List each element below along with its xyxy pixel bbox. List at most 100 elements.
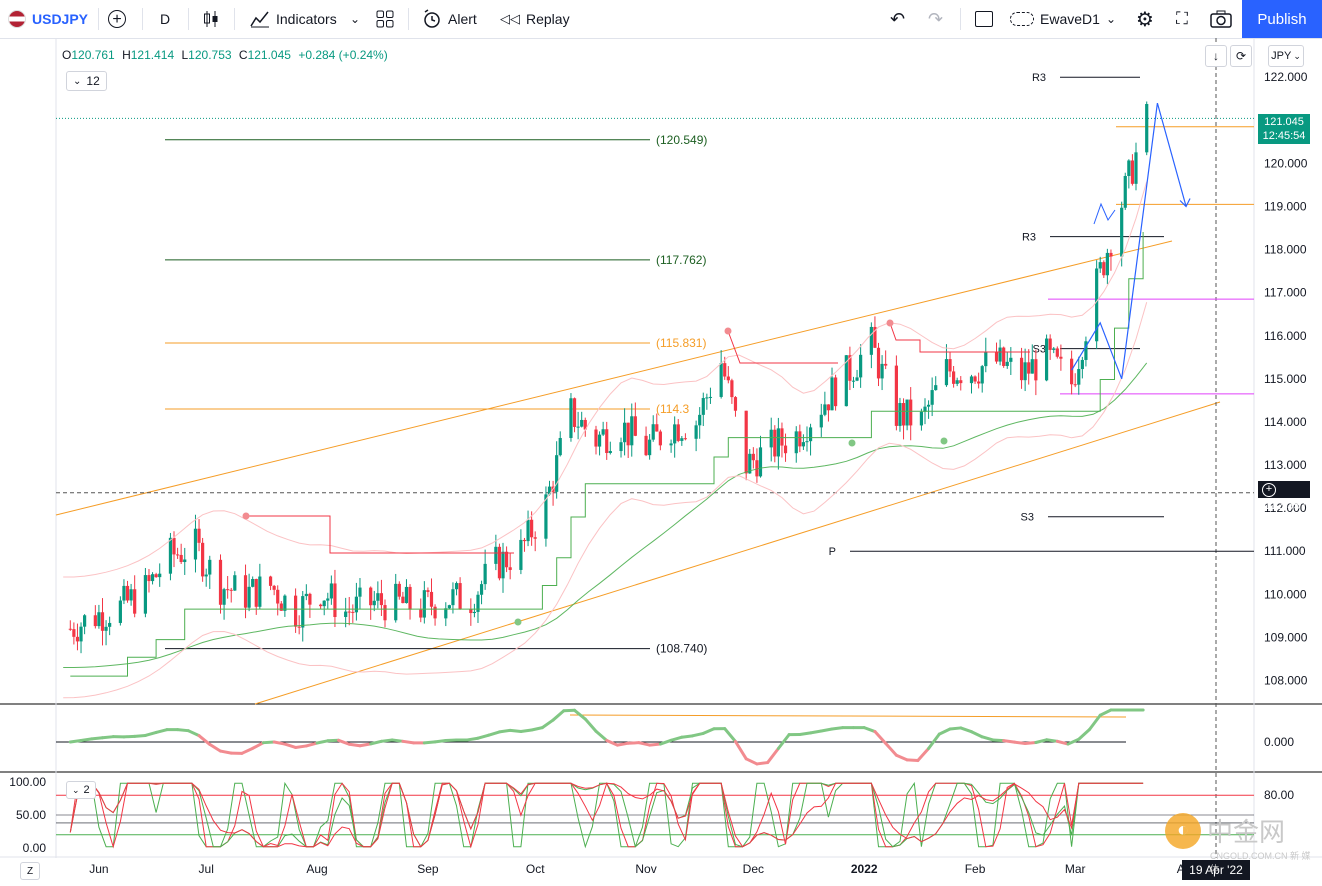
time-tick-label: Oct (526, 862, 545, 876)
candle (651, 415, 655, 442)
chart-type-button[interactable] (202, 0, 220, 38)
candle-body (444, 608, 448, 619)
pivot-label: R3 (1032, 72, 1046, 84)
candle (175, 547, 180, 559)
candle (859, 344, 863, 388)
undo-button[interactable]: ↶ (890, 0, 905, 38)
candle (1002, 346, 1006, 368)
candle-body (422, 590, 426, 618)
candle (783, 433, 788, 462)
indicators-label: Indicators (276, 11, 337, 27)
candle-body (522, 539, 527, 542)
candle-body (905, 399, 909, 426)
osc1-segment (916, 747, 931, 763)
candle-body (394, 583, 398, 621)
osc1-segment (980, 735, 995, 742)
osc1-segment (347, 742, 362, 748)
layout-name-button[interactable]: EwaveD1 (1010, 0, 1100, 38)
candle-body (744, 410, 748, 474)
candle-body (623, 422, 627, 443)
candle (308, 592, 312, 618)
fullscreen-square-button[interactable] (975, 0, 993, 38)
candle (508, 553, 512, 580)
candle (926, 400, 931, 419)
price-tick-label: 122.000 (1264, 70, 1308, 84)
sync-button[interactable]: ⟳ (1230, 45, 1252, 67)
candle-body (104, 626, 108, 631)
candle (952, 365, 956, 388)
layout-grid-button[interactable] (376, 0, 394, 38)
candle (344, 597, 348, 628)
interval-button[interactable]: D (160, 0, 170, 38)
candle-body (1009, 357, 1013, 362)
change-value: +0.284 (+0.24%) (298, 48, 388, 62)
candle (68, 620, 72, 631)
osc1-segment (176, 728, 190, 733)
candle-body (243, 575, 248, 608)
candle (733, 396, 738, 417)
osc1-segment (497, 728, 512, 734)
candle-body (369, 587, 373, 606)
symbol-search[interactable]: USDJPY (8, 0, 88, 38)
candle-body (129, 589, 133, 601)
osc1-segment (1045, 738, 1059, 743)
candle-body (851, 380, 856, 382)
candle (379, 579, 384, 616)
osc1-segment (1098, 708, 1113, 717)
candle (354, 582, 358, 621)
osc1-segment (337, 738, 351, 746)
candle-body (322, 600, 326, 607)
candle-body (848, 355, 852, 381)
main-price-pane: (120.549) (117.762) (115.831) (114.3 (108.74… (55, 38, 1254, 858)
candle (1134, 142, 1138, 191)
candle (201, 537, 205, 582)
candle-body (354, 596, 358, 613)
timezone-button[interactable]: Z (20, 862, 40, 880)
fullscreen-button[interactable]: ⛶ (1176, 0, 1188, 38)
publish-button[interactable]: Publish (1242, 0, 1322, 38)
indicators-collapse-button[interactable]: ⌄ 12 (66, 71, 107, 91)
candle (855, 369, 859, 382)
candle (118, 596, 122, 626)
candle-body (226, 589, 230, 591)
chart-canvas[interactable]: (120.549) (117.762) (115.831) (114.3 (108.74… (0, 38, 1322, 886)
candle-body (901, 403, 906, 426)
candle-body (451, 589, 455, 606)
candle-body (633, 416, 637, 436)
candle-body (304, 593, 308, 597)
candle (143, 567, 148, 618)
indicators-button[interactable]: Indicators (250, 0, 337, 38)
layout-dropdown[interactable]: ⌄ (1106, 0, 1116, 38)
close-value: 121.045 (247, 48, 291, 62)
settings-button[interactable]: ⚙ (1136, 0, 1154, 38)
replay-button[interactable]: ◁◁ Replay (500, 0, 570, 38)
candle-body (733, 397, 738, 411)
candle-body (276, 589, 280, 604)
candle (572, 397, 577, 433)
candle (873, 316, 877, 349)
replay-label: Replay (526, 11, 570, 27)
osc1-segment (937, 727, 952, 736)
snapshot-button[interactable] (1210, 0, 1232, 38)
alert-button[interactable]: Alert (422, 0, 477, 38)
osc1-segment (508, 728, 523, 734)
candle-body (952, 371, 956, 384)
candle (1044, 334, 1049, 382)
candle (1052, 346, 1056, 354)
compare-button[interactable]: + (108, 0, 126, 38)
candle (233, 571, 237, 591)
candle (297, 615, 301, 635)
currency-selector[interactable]: JPY ⌄ (1268, 45, 1304, 67)
candle (208, 555, 212, 589)
candle-body (433, 606, 437, 619)
candle (122, 579, 126, 605)
scroll-down-button[interactable]: ↓ (1205, 45, 1227, 67)
candle (755, 448, 759, 483)
redo-button[interactable]: ↷ (928, 0, 943, 38)
candle-body (723, 363, 727, 377)
osc-collapse-button[interactable]: ⌄ 2 (66, 781, 96, 799)
indicators-dropdown[interactable]: ⌄ (350, 0, 360, 38)
candle-body (773, 429, 777, 457)
candle (72, 622, 76, 645)
candle (655, 413, 659, 432)
